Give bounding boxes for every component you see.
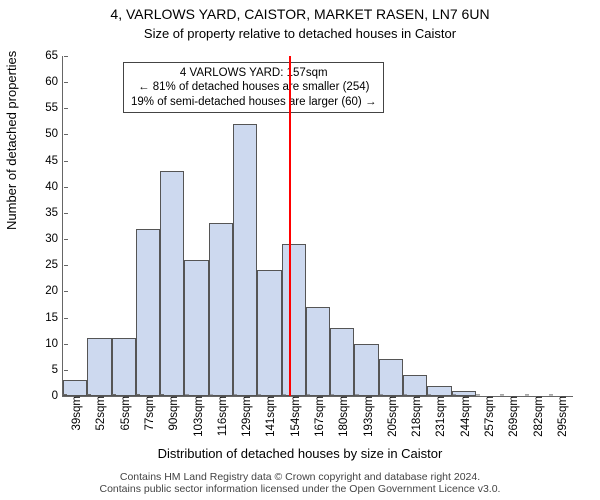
y-tick: 5	[52, 364, 63, 376]
x-tick: 295sqm	[553, 396, 569, 437]
x-tick: 154sqm	[286, 396, 302, 437]
y-tick: 10	[45, 338, 63, 350]
y-tick: 40	[45, 181, 63, 193]
histogram-bar	[379, 359, 403, 396]
x-tick: 257sqm	[480, 396, 496, 437]
histogram-bar	[403, 375, 427, 396]
x-axis-label: Distribution of detached houses by size …	[0, 446, 600, 461]
histogram-bar	[306, 307, 330, 396]
histogram-bar	[330, 328, 354, 396]
histogram-bar	[354, 344, 378, 396]
y-tick: 15	[45, 312, 63, 324]
y-tick: 30	[45, 233, 63, 245]
x-tick: 116sqm	[213, 396, 229, 436]
x-tick: 103sqm	[189, 396, 205, 437]
y-tick: 50	[45, 128, 63, 140]
histogram-bar	[233, 124, 257, 396]
x-tick: 205sqm	[383, 396, 399, 437]
x-tick: 129sqm	[237, 396, 253, 437]
x-tick: 141sqm	[261, 396, 277, 437]
y-tick: 35	[45, 207, 63, 219]
annotation-line3: 19% of semi-detached houses are larger (…	[131, 95, 376, 109]
y-tick: 0	[52, 390, 63, 402]
histogram-bar	[112, 338, 136, 396]
x-tick: 218sqm	[407, 396, 423, 437]
x-tick: 269sqm	[504, 396, 520, 437]
chart-subtitle: Size of property relative to detached ho…	[0, 24, 600, 41]
footer-line2: Contains public sector information licen…	[0, 483, 600, 496]
chart-footer: Contains HM Land Registry data © Crown c…	[0, 471, 600, 496]
histogram-bar	[209, 223, 233, 396]
x-tick: 77sqm	[140, 396, 156, 431]
histogram-bar	[160, 171, 184, 396]
plot-area: 4 VARLOWS YARD: 157sqm ← 81% of detached…	[62, 56, 573, 397]
histogram-bar	[87, 338, 111, 396]
annotation-line1: 4 VARLOWS YARD: 157sqm	[131, 66, 376, 80]
y-axis-label: Number of detached properties	[4, 51, 19, 230]
x-tick: 90sqm	[164, 396, 180, 431]
x-tick: 39sqm	[67, 396, 83, 431]
histogram-bar	[136, 229, 160, 396]
footer-line1: Contains HM Land Registry data © Crown c…	[0, 471, 600, 484]
annotation-box: 4 VARLOWS YARD: 157sqm ← 81% of detached…	[123, 62, 384, 113]
histogram-bar	[257, 270, 281, 396]
x-tick: 231sqm	[431, 396, 447, 437]
x-tick: 167sqm	[310, 396, 326, 437]
y-tick: 20	[45, 285, 63, 297]
x-tick: 180sqm	[334, 396, 350, 437]
x-tick: 244sqm	[456, 396, 472, 437]
x-tick: 282sqm	[529, 396, 545, 437]
y-tick: 65	[45, 50, 63, 62]
x-tick: 65sqm	[116, 396, 132, 431]
histogram-bar	[282, 244, 306, 396]
y-tick: 60	[45, 76, 63, 88]
y-tick: 25	[45, 259, 63, 271]
x-tick: 52sqm	[91, 396, 107, 431]
histogram-chart: 4, VARLOWS YARD, CAISTOR, MARKET RASEN, …	[0, 0, 600, 500]
y-tick: 55	[45, 102, 63, 114]
x-tick: 193sqm	[359, 396, 375, 437]
y-tick: 45	[45, 155, 63, 167]
marker-line	[289, 56, 291, 396]
annotation-line2: ← 81% of detached houses are smaller (25…	[131, 80, 376, 94]
histogram-bar	[184, 260, 208, 396]
chart-title: 4, VARLOWS YARD, CAISTOR, MARKET RASEN, …	[0, 0, 600, 24]
